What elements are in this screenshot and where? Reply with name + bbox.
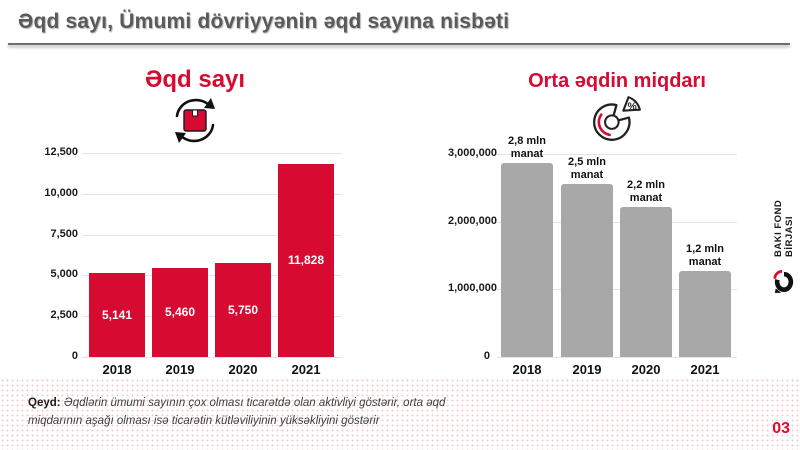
y-axis-tick-label: 2,000,000 (448, 214, 497, 227)
bar-2021 (278, 163, 334, 357)
gridline (497, 289, 737, 291)
y-axis-tick-label: 5,000 (50, 268, 78, 281)
title-underline (8, 43, 790, 45)
gridline (82, 234, 342, 236)
left-chart-title: Əqd sayı (144, 66, 246, 93)
gridline (497, 357, 737, 358)
x-axis-tick-label: 2020 (631, 362, 661, 377)
x-axis-tick-label: 2018 (512, 362, 542, 377)
brand-strip: BAKI FOND BİRJASI (771, 160, 797, 300)
y-axis-tick-label: 10,000 (44, 186, 78, 199)
bar-2020 (620, 207, 672, 357)
bar-2021 (679, 271, 731, 357)
bar-2019 (561, 184, 613, 357)
bar-2018 (501, 162, 553, 357)
average-deal-amount-chart: 0 1,000,000 2,000,000 3,000,000 2018 2,8 mln … (448, 135, 748, 390)
svg-text:%: % (627, 102, 636, 113)
y-axis-tick-label: 7,500 (50, 227, 78, 240)
gridline (82, 357, 342, 358)
x-axis-tick-label: 2018 (102, 362, 132, 377)
transactions-count-chart: 0 2,500 5,000 7,500 10,000 12,500 2018 5,141 201… (36, 145, 351, 390)
y-axis-tick-label: 0 (71, 350, 78, 362)
gridline (497, 154, 737, 155)
right-chart-title: Orta əqdin miqdarı (528, 70, 706, 92)
y-axis-tick-label: 12,500 (44, 146, 78, 158)
bar-2018 (89, 273, 145, 357)
bar-2020 (215, 263, 271, 357)
gridline (82, 275, 342, 277)
gridline (497, 221, 737, 223)
x-axis-tick-label: 2020 (228, 362, 258, 377)
y-axis-tick-label: 3,000,000 (448, 147, 497, 159)
x-axis-tick-label: 2019 (572, 362, 602, 377)
bar-value-label: 2,8 mln manat (508, 134, 546, 160)
page-number: 03 (772, 420, 790, 437)
bar-value-label: 2,2 mln manat (627, 179, 665, 205)
bar-2019 (152, 267, 208, 357)
bar-value-label: 1,2 mln manat (686, 243, 724, 269)
footnote: Qeyd: Əqdlərin ümumi sayının çox olması … (28, 394, 478, 431)
bar-value-label: 5,750 (227, 303, 259, 318)
bar-value-label: 5,141 (101, 308, 133, 323)
stock-exchange-logo-icon (773, 267, 795, 300)
bar-value-label: 5,460 (164, 305, 196, 320)
package-cycle-icon (167, 95, 223, 152)
bar-value-label: 2,5 mln manat (568, 156, 606, 182)
bar-value-label: 11,828 (287, 253, 325, 268)
dotted-footer-strip (0, 378, 800, 450)
y-axis-tick-label: 2,500 (50, 309, 78, 322)
y-axis-tick-label: 1,000,000 (448, 282, 497, 295)
footnote-label: Qeyd: (28, 397, 61, 409)
gridline (82, 193, 342, 195)
gridline (82, 316, 342, 318)
y-axis-tick-label: 0 (483, 350, 490, 362)
x-axis-tick-label: 2021 (291, 362, 321, 377)
page-title: Əqd sayı, Ümumi dövriyyənin əqd sayına n… (18, 10, 510, 33)
x-axis-tick-label: 2021 (690, 362, 720, 377)
brand-name: BAKI FOND BİRJASI (773, 199, 795, 257)
footnote-text: Əqdlərin ümumi sayının çox olması ticarə… (28, 397, 446, 428)
x-axis-tick-label: 2019 (165, 362, 195, 377)
gridline (82, 153, 342, 154)
pie-percent-icon: % (589, 94, 643, 149)
